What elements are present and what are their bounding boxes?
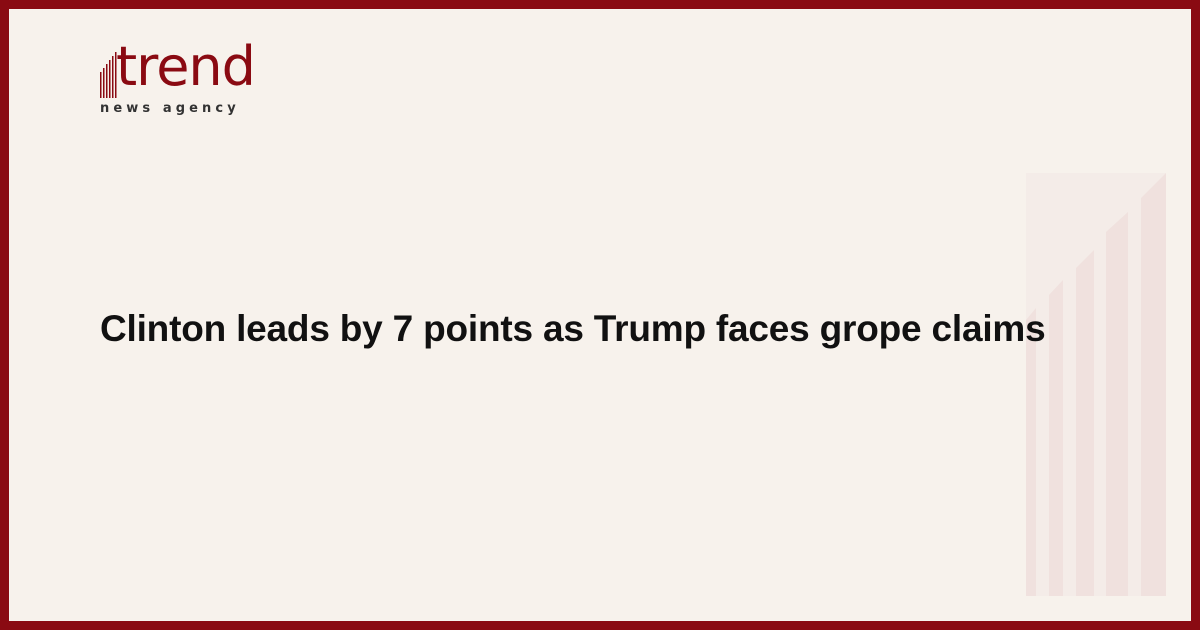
logo-wordmark: trend	[116, 35, 256, 98]
logo-bars-icon	[100, 52, 117, 98]
bar-1	[1026, 308, 1036, 596]
headline: Clinton leads by 7 points as Trump faces…	[100, 308, 1046, 349]
bar-4	[1106, 212, 1128, 596]
bar-2	[1049, 280, 1063, 596]
trend-logo[interactable]: trend news agency	[100, 40, 260, 123]
card-background	[9, 9, 1191, 621]
logo-tagline: news agency	[100, 101, 240, 116]
bar-3	[1076, 250, 1094, 596]
bar-5	[1141, 173, 1166, 596]
